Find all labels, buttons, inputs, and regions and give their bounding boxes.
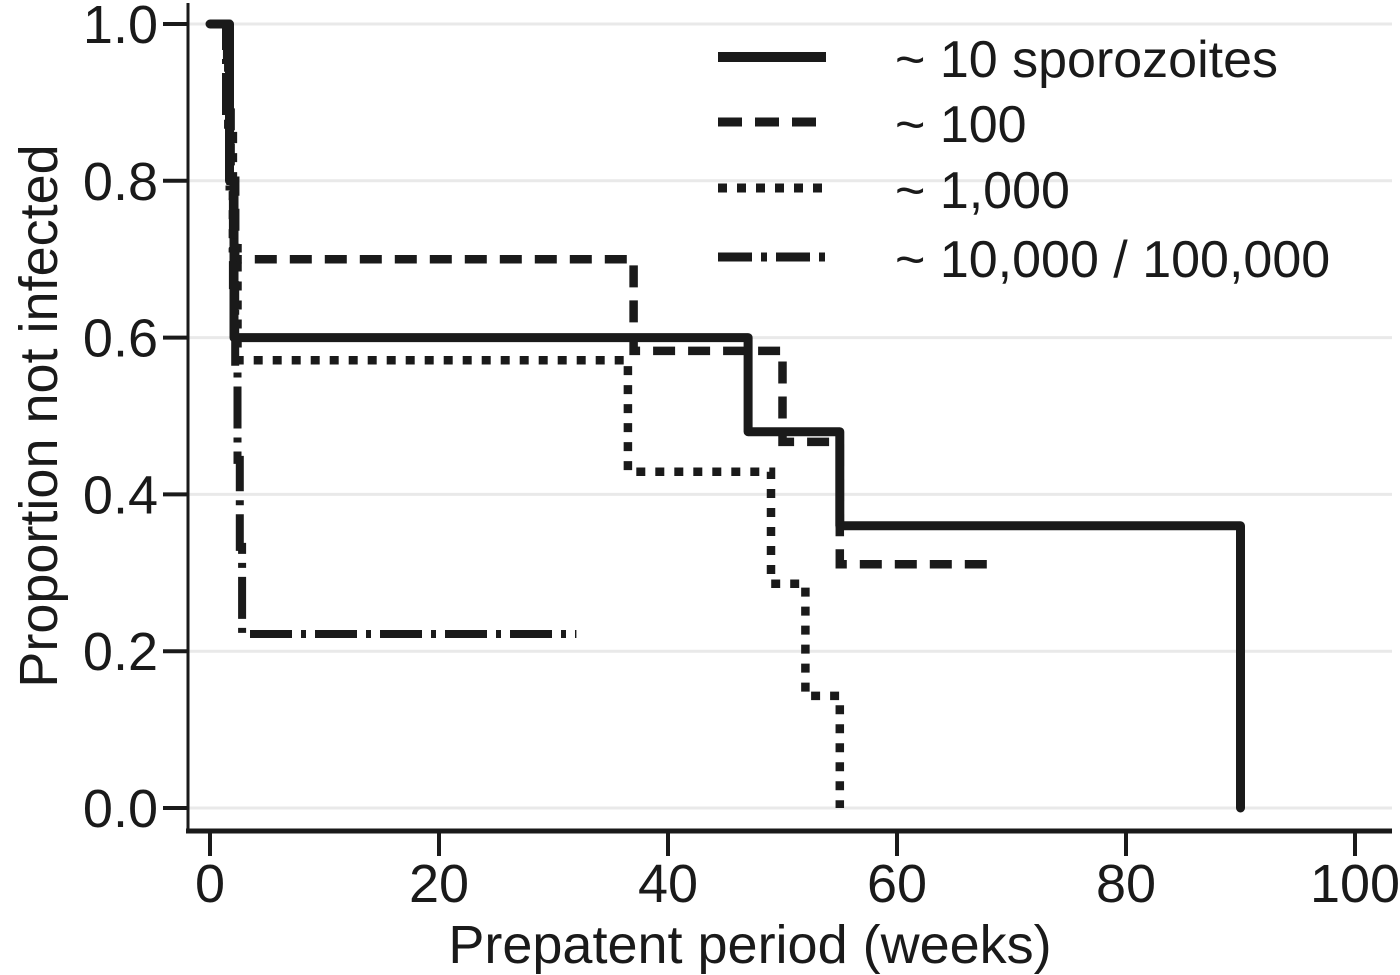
legend-label-100: ~ 100 [895,96,1027,154]
y-tick-label-0.2: 0.2 [83,622,158,682]
x-axis-title: Prepatent period (weeks) [448,915,1051,975]
y-tick-label-0: 0.0 [83,779,158,839]
x-tick-label-0: 0 [195,854,225,914]
curve-solid-series-0 [205,19,1245,813]
x-tick-label-100: 100 [1310,854,1400,914]
y-tick-label-1: 1.0 [83,0,158,55]
legend-label-10-sporozoites: ~ 10 sporozoites [895,31,1278,89]
x-tick-label-40: 40 [638,854,698,914]
y-axis-title: Proportion not infected [9,144,69,687]
x-axis-tick-labels: 0 20 40 60 80 100 [195,854,1400,914]
survival-curves [205,19,1245,813]
y-axis-ticks [163,22,188,810]
gridlines [189,22,1392,810]
curve-dashdot-series-3 [210,20,577,638]
x-axis-ticks [208,833,1357,856]
y-tick-label-0.4: 0.4 [83,465,158,525]
legend-label-10000-100000: ~ 10,000 / 100,000 [895,231,1330,289]
legend: ~ 10 sporozoites ~ 100 ~ 1,000 ~ 10,000 / 1… [718,31,1330,289]
y-tick-label-0.6: 0.6 [83,309,158,369]
y-tick-label-0.8: 0.8 [83,152,158,212]
y-axis-tick-labels: 1.0 0.8 0.6 0.4 0.2 0.0 [83,0,158,839]
x-tick-label-20: 20 [409,854,469,914]
legend-label-1000: ~ 1,000 [895,162,1070,220]
curve-dashed-series-1 [210,19,989,569]
x-tick-label-80: 80 [1096,854,1156,914]
x-tick-label-60: 60 [867,854,927,914]
